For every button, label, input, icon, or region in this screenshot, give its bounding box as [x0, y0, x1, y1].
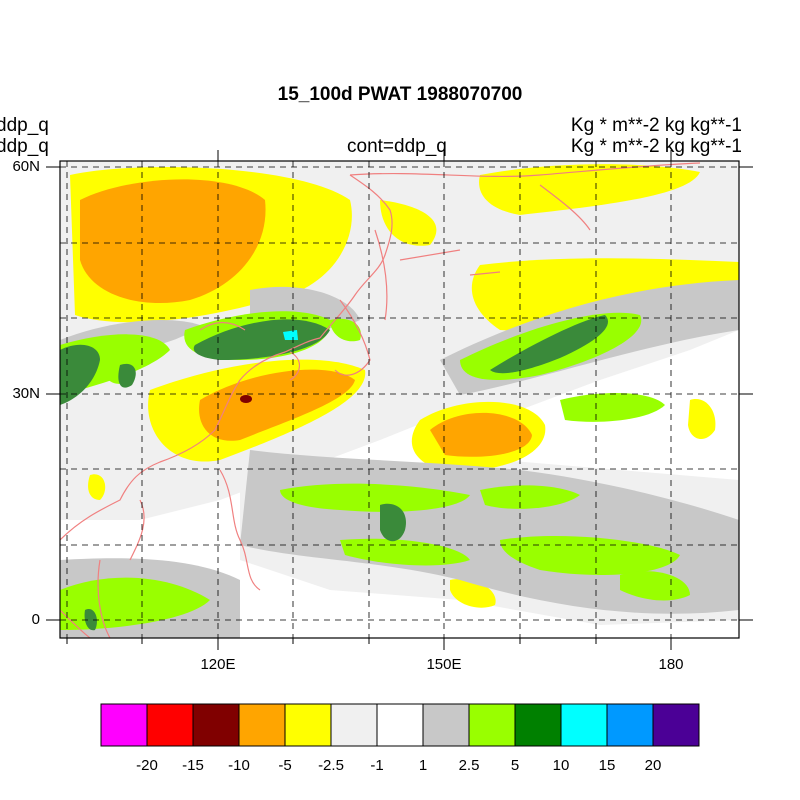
- lon-label-120e: 120E: [200, 656, 236, 673]
- shaded-field: [60, 161, 739, 638]
- plot-title: 15_100d PWAT 1988070700: [277, 84, 523, 105]
- colorbar-tick-label: -2.5: [318, 757, 344, 774]
- colorbar-swatch: [330, 703, 378, 747]
- axis-ticks: [46, 150, 753, 650]
- colorbar-tick-label: 20: [644, 757, 662, 774]
- colorbar-swatch: [560, 703, 608, 747]
- colorbar-swatch: [376, 703, 424, 747]
- colorbar-tick-label: 2.5: [458, 757, 480, 774]
- lat-label-30n: 30N: [12, 385, 40, 402]
- left-label-2: ddp_q: [0, 136, 49, 157]
- colorbar-swatch: [100, 703, 148, 747]
- colorbar-swatch: [284, 703, 332, 747]
- colorbar-swatch: [146, 703, 194, 747]
- lon-label-180: 180: [658, 656, 684, 673]
- colorbar-tick-label: -20: [136, 757, 158, 774]
- colorbar-tick-label: 10: [552, 757, 570, 774]
- coastline: [60, 162, 701, 638]
- lat-label-60n: 60N: [12, 158, 40, 175]
- map-frame: [59, 160, 740, 639]
- colorbar-tick-label: 5: [510, 757, 520, 774]
- units-label-1: Kg * m**-2 kg kg**-1: [570, 115, 742, 136]
- left-label-1: ddp_q: [0, 115, 49, 136]
- colorbar-tick-label: -1: [370, 757, 384, 774]
- contour-label: cont=ddp_q: [347, 136, 447, 157]
- colorbar-swatch: [514, 703, 562, 747]
- colorbar-swatch: [652, 703, 700, 747]
- units-label-2: Kg * m**-2 kg kg**-1: [570, 136, 742, 157]
- colorbar-tick-label: -10: [228, 757, 250, 774]
- grid-lines: [60, 161, 739, 638]
- colorbar-tick-label: -15: [182, 757, 204, 774]
- colorbar-tick-label: -5: [278, 757, 292, 774]
- colorbar-swatch: [468, 703, 516, 747]
- colorbar-tick-label: 1: [418, 757, 428, 774]
- lon-label-150e: 150E: [426, 656, 462, 673]
- colorbar-swatch: [192, 703, 240, 747]
- colorbar-swatch: [422, 703, 470, 747]
- colorbar-swatch: [606, 703, 654, 747]
- colorbar-tick-label: 15: [598, 757, 616, 774]
- lat-label-0: 0: [31, 611, 40, 628]
- colorbar-swatch: [238, 703, 286, 747]
